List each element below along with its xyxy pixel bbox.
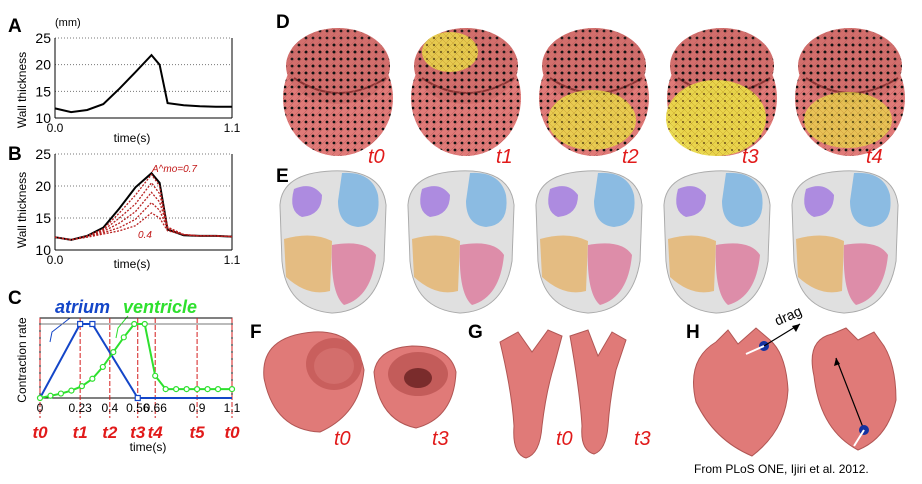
ventricle-marker: [173, 386, 180, 393]
x-tick-label: 1.1: [224, 401, 241, 415]
ventricle-marker: [131, 320, 138, 328]
ventricle-marker: [204, 386, 211, 393]
x-tick-label: 0: [37, 401, 44, 415]
ventricle-marker: [99, 363, 106, 371]
y-tick-label: 10: [35, 110, 51, 126]
phase-label: t2: [102, 423, 118, 442]
atrium-marker: [89, 320, 96, 328]
panel-g-t3-label: t3: [634, 428, 651, 450]
chart-b-plot: 10 15 20 25 0.0 1.1: [35, 146, 240, 267]
phase-label: t1: [73, 423, 88, 442]
legend-ventricle: ventricle: [123, 297, 197, 317]
ventricle-marker: [57, 390, 65, 397]
panel-f-t3-label: t3: [432, 428, 449, 450]
panel-label-h: H: [686, 322, 700, 343]
phase-label: t0: [32, 423, 48, 442]
x-tick-label: 0.0: [47, 121, 64, 135]
y-tick-label: 10: [35, 242, 51, 258]
panel-d-t2-label: t2: [622, 146, 639, 168]
atrium-marker: [77, 320, 84, 328]
y-tick-label: 15: [35, 83, 51, 99]
atrium-marker: [134, 394, 141, 402]
chart-c: Contraction rate time(s) atrium ventricl…: [15, 297, 241, 454]
ventricle-marker: [214, 386, 222, 393]
ventricle-marker: [68, 387, 75, 394]
ventricle-marker: [78, 383, 85, 390]
ventricle-marker: [193, 386, 201, 393]
panel-f: [263, 331, 457, 433]
panel-label-d: D: [276, 12, 290, 33]
ventricle-marker: [141, 320, 148, 328]
phase-label: t3: [130, 423, 146, 442]
chart-a-xlabel: time(s): [114, 131, 151, 145]
x-tick-label: 0.66: [144, 401, 168, 415]
x-tick-label: 0.9: [189, 401, 206, 415]
ventricle-marker: [47, 392, 54, 399]
panel-e: [279, 170, 899, 314]
x-tick-label: 0.23: [68, 401, 92, 415]
panel-d-t1-label: t1: [496, 146, 513, 168]
chart-c-ylabel: Contraction rate: [15, 317, 29, 403]
chart-a-plot: 10 15 20 25 0.0 1.1: [35, 30, 240, 135]
y-tick-label: 25: [35, 30, 51, 46]
panel-label-b: B: [8, 144, 22, 165]
plot-frame: [39, 317, 233, 399]
y-tick-label: 15: [35, 210, 51, 226]
panel-d-t4-label: t4: [866, 146, 883, 168]
x-tick-label: 1.1: [224, 253, 241, 267]
x-tick-label: 0.56: [126, 401, 150, 415]
panel-d-t0-label: t0: [368, 146, 385, 168]
phase-label: t0: [224, 423, 240, 442]
panel-g: [499, 329, 627, 459]
chart-a-yunit: (mm): [55, 17, 81, 29]
ventricle-marker: [36, 394, 44, 402]
legend-atrium: atrium: [55, 297, 110, 317]
chart-b: Wall thickness time(s) A^mo=0.7 0.4 10 15…: [15, 146, 241, 271]
panel-g-t0-label: t0: [556, 428, 573, 450]
ventricle-marker: [152, 372, 159, 379]
panel-label-c: C: [8, 288, 22, 309]
panel-label-a: A: [8, 16, 22, 37]
atrium-line: [39, 323, 232, 399]
ventricle-marker: [89, 375, 96, 382]
chart-b-annotation-max: A^mo=0.7: [151, 164, 197, 175]
chart-c-plot: 0 t0 0.23 t1 0.4 t2 0.56 t3 0.66 t4 0.9 t5 1.1 t0: [32, 317, 241, 442]
panel-d: [282, 27, 906, 157]
x-tick-label: 1.1: [224, 121, 241, 135]
ventricle-marker: [162, 386, 169, 393]
panel-h: [693, 323, 897, 457]
ventricle-marker: [120, 334, 127, 341]
ventricle-marker: [183, 386, 190, 393]
ventricle-marker: [228, 386, 236, 393]
panel-f-t0-label: t0: [334, 428, 351, 450]
y-tick-label: 25: [35, 146, 51, 162]
phase-label: t4: [148, 423, 164, 442]
ventricle-line: [39, 323, 232, 399]
y-tick-label: 20: [35, 178, 51, 194]
phase-label: t5: [190, 423, 206, 442]
x-tick-label: 0.4: [101, 401, 118, 415]
chart-b-xlabel: time(s): [114, 257, 151, 271]
chart-a-ylabel: Wall thickness: [15, 52, 29, 128]
panel-d-t3-label: t3: [742, 146, 759, 168]
panel-label-f: F: [250, 322, 262, 343]
chart-b-annotation-min: 0.4: [138, 230, 152, 241]
chart-a-series-line: [54, 53, 232, 114]
ventricle-marker: [110, 349, 117, 356]
figure-credit: From PLoS ONE, Ijiri et al. 2012.: [694, 462, 869, 476]
panel-label-e: E: [276, 166, 289, 187]
chart-b-series-line: [54, 212, 233, 241]
y-tick-label: 20: [35, 57, 51, 73]
panel-label-g: G: [468, 322, 483, 343]
chart-c-xlabel: time(s): [130, 440, 167, 454]
x-tick-label: 0.0: [47, 253, 64, 267]
chart-b-ylabel: Wall thickness: [15, 172, 29, 248]
